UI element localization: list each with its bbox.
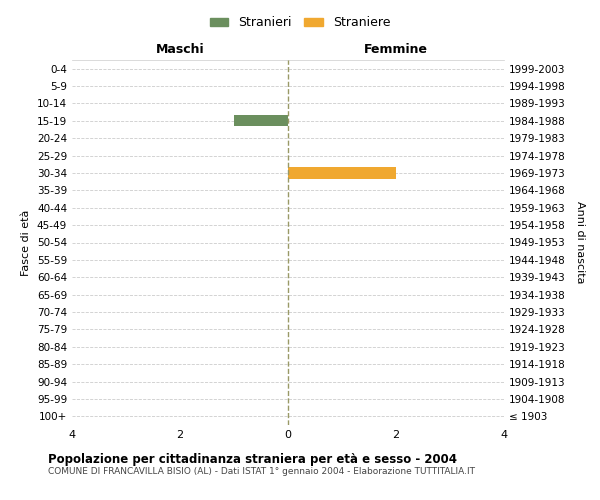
Text: Popolazione per cittadinanza straniera per età e sesso - 2004: Popolazione per cittadinanza straniera p…	[48, 452, 457, 466]
Y-axis label: Fasce di età: Fasce di età	[22, 210, 31, 276]
Text: Maschi: Maschi	[155, 44, 205, 57]
Bar	[234, 115, 288, 126]
Text: COMUNE DI FRANCAVILLA BISIO (AL) - Dati ISTAT 1° gennaio 2004 - Elaborazione TUT: COMUNE DI FRANCAVILLA BISIO (AL) - Dati …	[48, 468, 475, 476]
Bar	[288, 168, 396, 178]
Text: Femmine: Femmine	[364, 44, 428, 57]
Y-axis label: Anni di nascita: Anni di nascita	[575, 201, 585, 284]
Legend: Stranieri, Straniere: Stranieri, Straniere	[205, 11, 395, 34]
